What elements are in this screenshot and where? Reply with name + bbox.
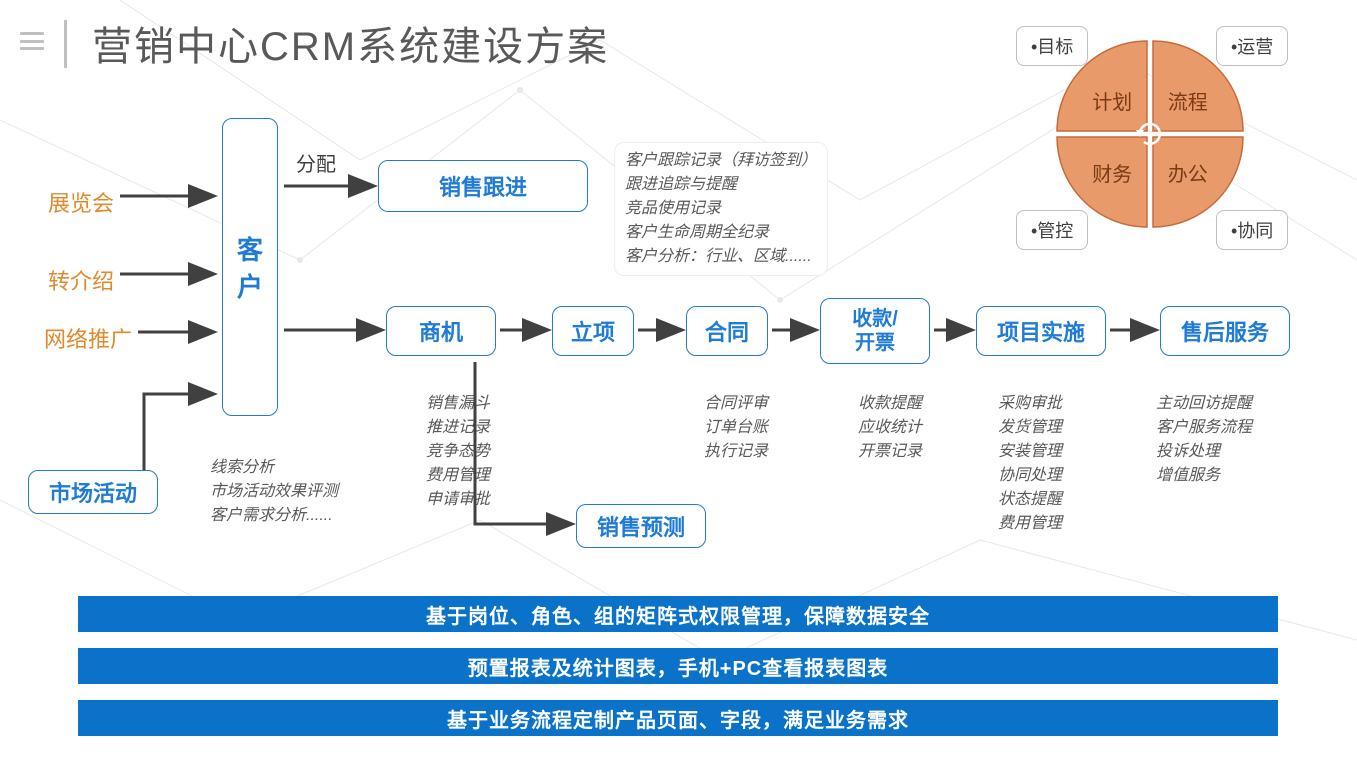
- flow-arrows: [0, 0, 1357, 764]
